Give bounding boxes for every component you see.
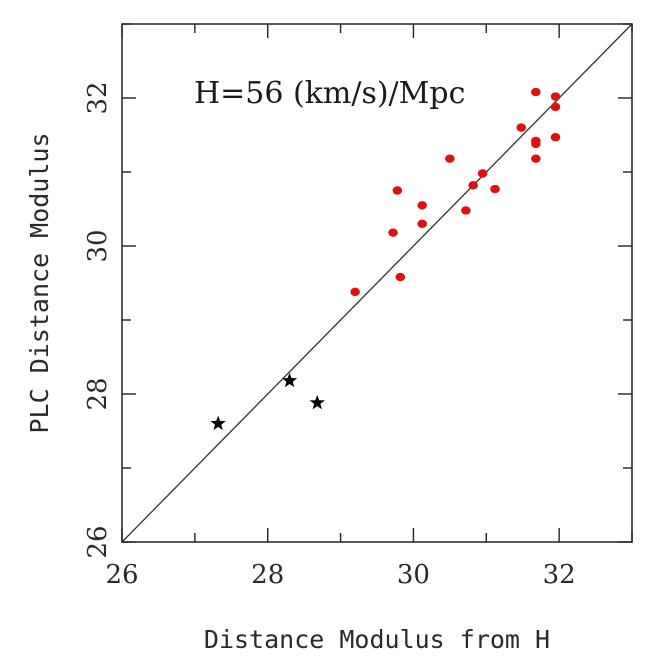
data-point — [350, 287, 360, 297]
plot-frame — [121, 23, 633, 543]
data-points — [210, 87, 561, 431]
hubble-constant-annotation: H=56 (km/s)/Mpc — [194, 76, 465, 111]
x-tick-label: 26 — [105, 560, 138, 590]
star-point — [281, 372, 298, 388]
data-point — [388, 228, 398, 237]
data-point — [395, 272, 406, 282]
x-axis-title: Distance Modulus from H — [204, 625, 550, 654]
x-tick-label: 30 — [397, 560, 430, 590]
data-point — [468, 181, 478, 190]
data-point — [550, 92, 561, 101]
data-point — [531, 87, 541, 97]
star-point — [309, 394, 325, 410]
data-point — [516, 123, 527, 132]
data-point — [417, 201, 427, 210]
x-tick-label: 28 — [251, 560, 284, 590]
data-point — [417, 219, 427, 228]
y-tick-label: 32 — [83, 81, 113, 114]
data-point — [550, 133, 561, 142]
data-point — [461, 206, 471, 215]
axis-ticks — [121, 23, 633, 543]
tick-labels: 26 28 30 32 26 28 30 32 — [83, 81, 576, 590]
x-tick-label: 32 — [543, 560, 576, 590]
data-point — [550, 102, 561, 112]
reference-line — [121, 23, 633, 543]
data-point — [477, 169, 488, 178]
y-tick-label: 26 — [83, 525, 113, 558]
y-tick-label: 28 — [83, 377, 113, 410]
y-tick-label: 30 — [83, 229, 113, 262]
data-point — [531, 154, 541, 163]
data-point — [531, 139, 541, 149]
star-point — [210, 415, 226, 431]
data-point — [445, 154, 455, 163]
data-point — [392, 186, 403, 195]
data-point — [490, 184, 500, 194]
y-axis-title: PLC Distance Modulus — [25, 132, 54, 433]
